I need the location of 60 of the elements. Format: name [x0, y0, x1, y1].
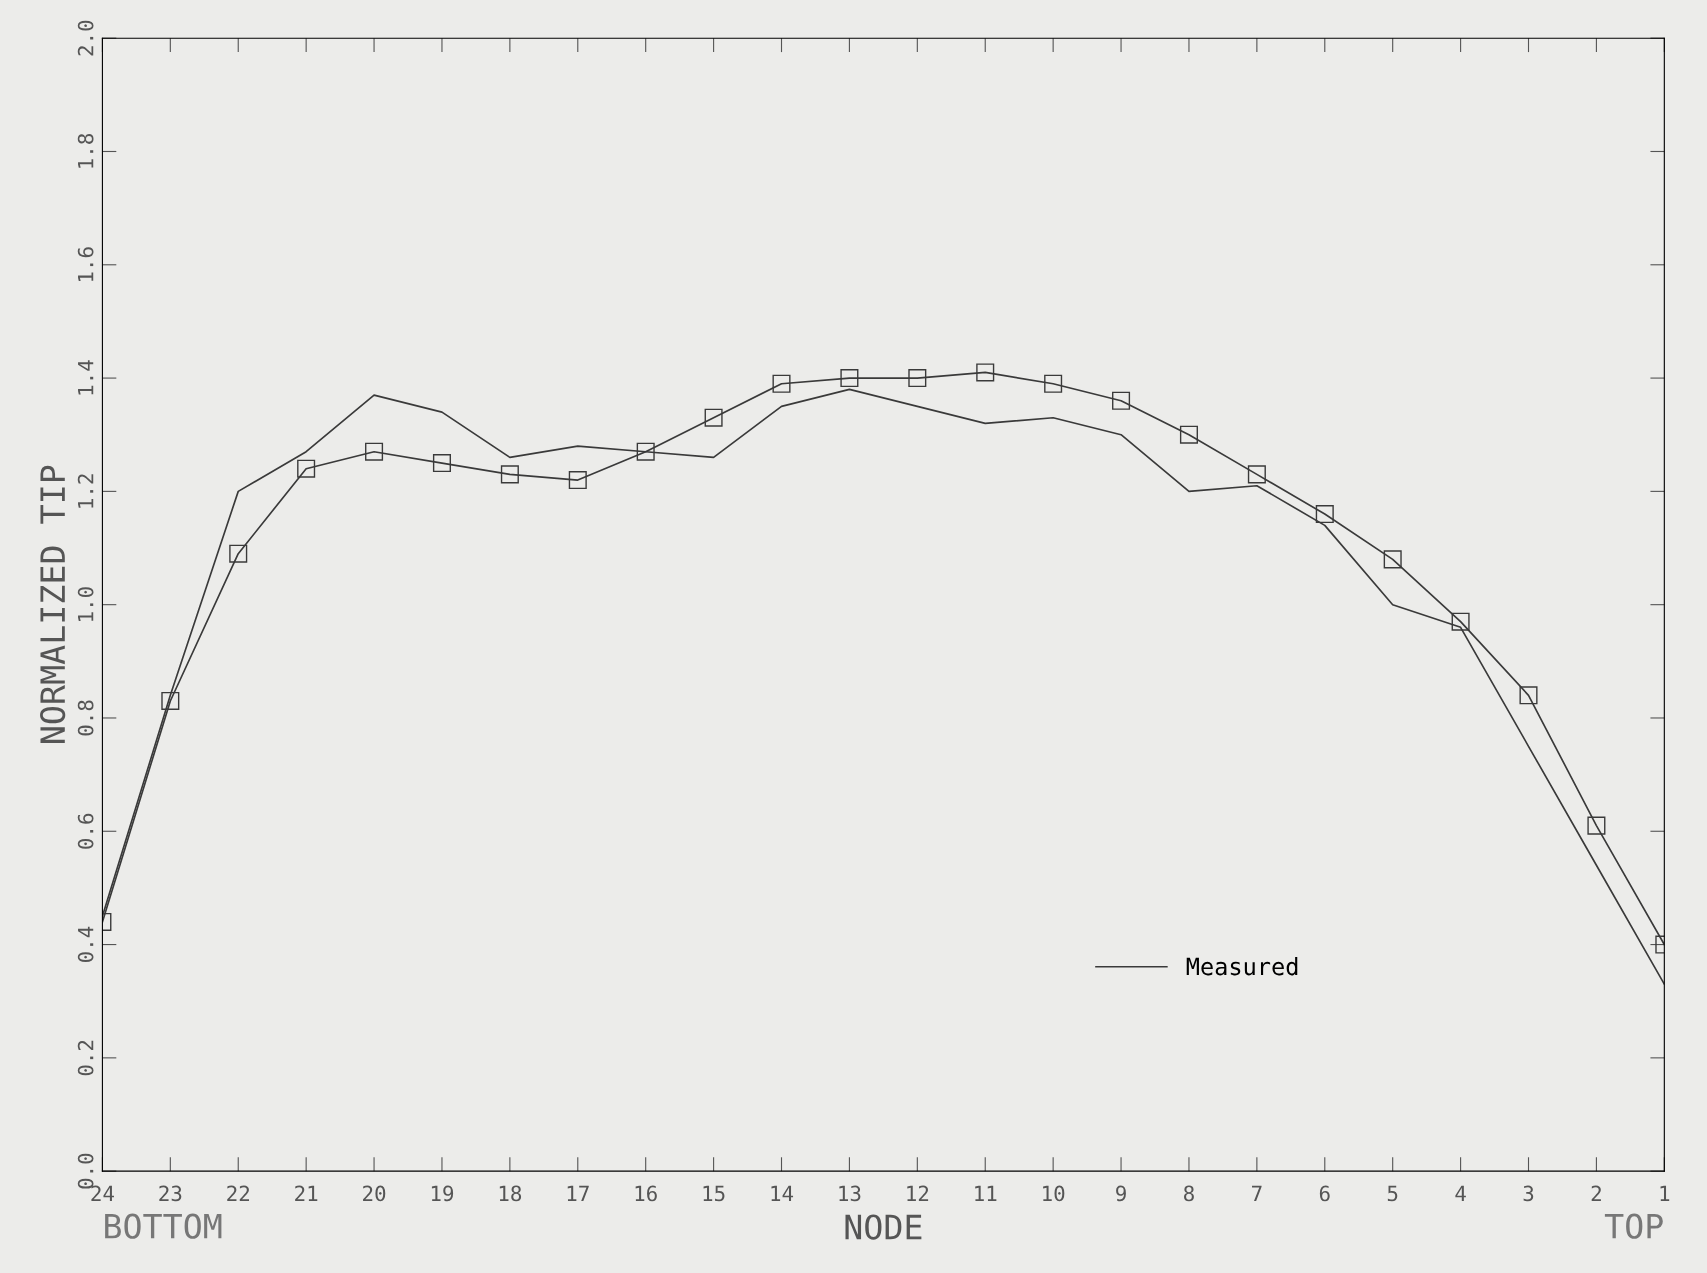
y-tick-label: 0.2	[77, 1040, 94, 1076]
x-tick-label: 16	[635, 1185, 657, 1202]
point	[568, 471, 587, 490]
point	[1179, 425, 1198, 444]
y-tick-label: 1.4	[78, 360, 94, 395]
point	[1315, 505, 1334, 524]
x-tick-label: 1	[1660, 1185, 1670, 1201]
y-tick-label: 0.4	[77, 926, 94, 963]
x-tick-label: 22	[227, 1185, 250, 1201]
point	[161, 691, 180, 711]
point	[1383, 550, 1402, 569]
y-tick-label: 1.0	[77, 587, 94, 621]
x-tick-label: 3	[1523, 1185, 1534, 1202]
point	[1112, 391, 1131, 410]
point	[772, 374, 791, 393]
point	[840, 369, 859, 388]
x-tick-label: 13	[839, 1185, 861, 1202]
y-tick-label: 1.8	[77, 134, 94, 168]
text: BOTTOM	[105, 1213, 222, 1239]
x-tick-label: 20	[363, 1185, 386, 1202]
point	[365, 442, 384, 461]
point	[500, 465, 519, 484]
x-tick-label: 5	[1387, 1185, 1398, 1202]
y-tick-label: 0.8	[77, 700, 94, 736]
x-tick-label: 10	[1043, 1185, 1065, 1202]
x-axis-title: NODE	[845, 1214, 922, 1240]
x-tick-label: 4	[1455, 1185, 1466, 1201]
point	[704, 408, 723, 427]
point	[908, 369, 927, 388]
x-tick-label: 11	[975, 1185, 997, 1201]
x-tick-label: 23	[159, 1185, 182, 1202]
text: TOP	[1604, 1213, 1663, 1239]
x-tick-label: 15	[703, 1185, 725, 1202]
y-tick-label: 0.6	[77, 813, 94, 849]
x-tick-label: 14	[771, 1185, 794, 1201]
point	[1587, 816, 1606, 835]
x-tick-label: 19	[431, 1185, 454, 1202]
point	[1247, 465, 1266, 484]
y-tick-label: 1.2	[77, 474, 94, 508]
point	[636, 442, 655, 461]
point	[297, 459, 316, 478]
x-tick-label: 7	[1252, 1185, 1262, 1201]
x-tick-label: 12	[907, 1185, 929, 1201]
point	[1519, 686, 1538, 705]
y-tick-label: 1.6	[77, 247, 94, 282]
point	[976, 363, 995, 382]
point	[432, 454, 451, 473]
y-axis-title: NORMALIZED TIP	[40, 465, 66, 743]
point	[229, 544, 248, 563]
point	[1451, 612, 1470, 631]
x-tick-label: 9	[1116, 1185, 1126, 1202]
x-tick-label: 17	[567, 1185, 589, 1201]
y-tick-label: 2.0	[77, 20, 94, 56]
point	[1044, 374, 1063, 393]
x-tick-label: 2	[1591, 1185, 1601, 1201]
x-tick-label: 6	[1319, 1185, 1330, 1202]
x-tick-label: 8	[1184, 1185, 1194, 1202]
x-tick-label: 21	[295, 1185, 318, 1201]
legend-label: Measured	[1186, 957, 1298, 976]
x-tick-label: 18	[499, 1185, 522, 1202]
